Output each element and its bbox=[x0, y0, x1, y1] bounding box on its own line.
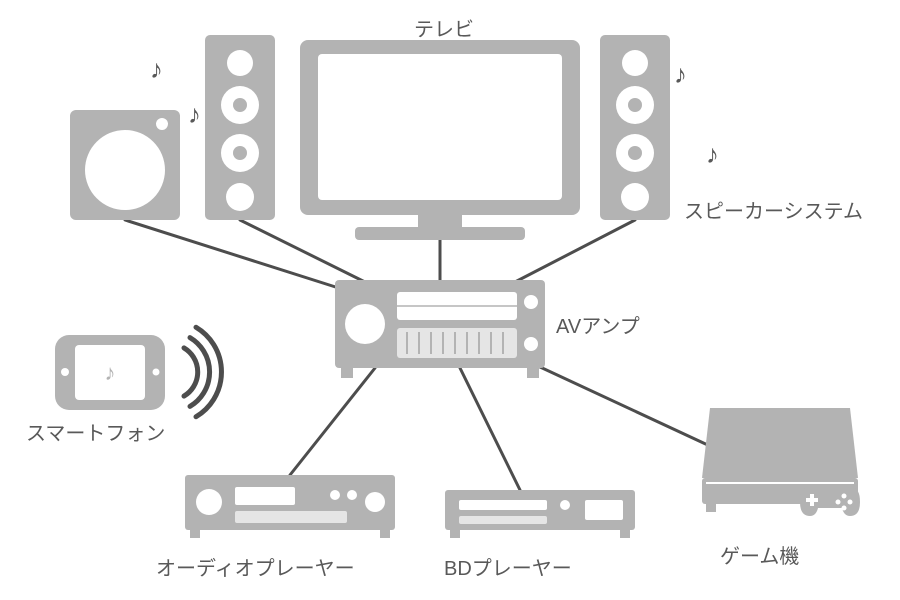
subwoofer-icon bbox=[70, 110, 180, 250]
music-note-icon: ♪ bbox=[188, 100, 201, 130]
svg-text:♪: ♪ bbox=[105, 360, 116, 385]
audio-label: オーディオプレーヤー bbox=[156, 552, 355, 581]
game-label: ゲーム機 bbox=[720, 540, 799, 569]
music-note-icon: ♪ bbox=[706, 140, 719, 170]
av-amp-icon bbox=[335, 280, 545, 410]
av-amp-label: AVアンプ bbox=[556, 310, 640, 339]
smartphone-label: スマートフォン bbox=[26, 417, 165, 446]
wireless-icon bbox=[160, 312, 280, 432]
game-console-icon bbox=[700, 400, 870, 555]
tower-speaker-right-icon bbox=[600, 35, 670, 250]
speaker-sys-label: スピーカーシステム bbox=[684, 195, 863, 224]
bd-label: BDプレーヤー bbox=[444, 552, 572, 581]
av-system-diagram: { "canvas": { "w": 900, "h": 600 }, "col… bbox=[0, 0, 900, 600]
tv-label: テレビ bbox=[414, 13, 474, 42]
tv-icon bbox=[300, 40, 580, 270]
music-note-icon: ♪ bbox=[150, 55, 163, 85]
music-note-icon: ♪ bbox=[674, 60, 687, 90]
tower-speaker-left-icon bbox=[205, 35, 275, 250]
